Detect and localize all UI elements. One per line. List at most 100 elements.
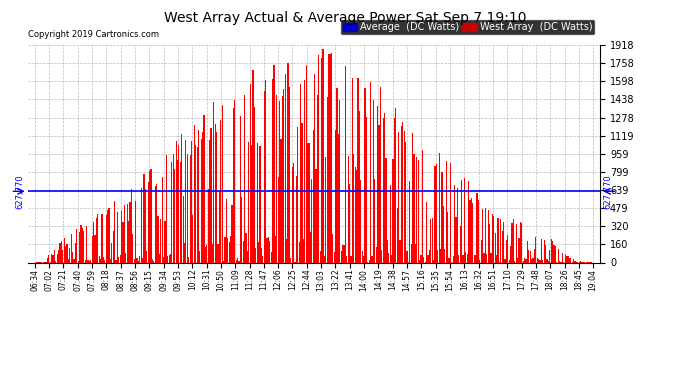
Bar — [219, 190, 220, 262]
Bar — [197, 147, 198, 262]
Bar — [270, 252, 272, 262]
Bar — [422, 150, 423, 262]
Bar — [432, 217, 433, 262]
Bar — [496, 255, 497, 262]
Bar — [580, 261, 581, 262]
Bar — [179, 162, 181, 262]
Bar — [416, 157, 417, 262]
Bar — [159, 254, 160, 262]
Bar — [492, 214, 493, 262]
Bar — [439, 153, 440, 262]
Bar — [237, 258, 238, 262]
Bar — [521, 223, 522, 262]
Bar — [199, 251, 201, 262]
Bar — [198, 130, 199, 262]
Bar — [132, 234, 133, 262]
Bar — [338, 134, 339, 262]
Bar — [506, 240, 507, 262]
Bar — [546, 260, 548, 262]
Bar — [138, 261, 139, 262]
Bar — [360, 180, 362, 262]
Bar — [149, 171, 150, 262]
Bar — [72, 252, 73, 262]
Bar — [259, 146, 261, 262]
Bar — [553, 246, 555, 262]
Bar — [446, 161, 447, 262]
Bar — [290, 258, 291, 262]
Bar — [387, 240, 388, 262]
Bar — [364, 88, 366, 262]
Bar — [398, 132, 400, 262]
Bar — [97, 214, 99, 262]
Bar — [339, 100, 340, 262]
Bar — [221, 105, 223, 262]
Bar — [528, 250, 529, 262]
Bar — [500, 219, 502, 262]
Bar — [334, 252, 335, 262]
Bar — [217, 244, 219, 262]
Bar — [562, 253, 563, 262]
Bar — [167, 256, 168, 262]
Bar — [114, 201, 115, 262]
Bar — [450, 163, 451, 262]
Bar — [314, 74, 315, 262]
Bar — [534, 249, 535, 262]
Bar — [80, 225, 81, 262]
Bar — [489, 224, 490, 262]
Bar — [166, 154, 167, 262]
Bar — [488, 210, 489, 262]
Bar — [164, 221, 166, 262]
Bar — [493, 216, 494, 262]
Bar — [227, 238, 228, 262]
Bar — [204, 114, 205, 262]
Bar — [194, 125, 195, 262]
Bar — [412, 133, 413, 262]
Bar — [52, 255, 54, 262]
Bar — [541, 239, 542, 262]
Bar — [313, 130, 314, 262]
Bar — [277, 177, 279, 262]
Bar — [357, 78, 359, 262]
Bar — [209, 140, 210, 262]
Bar — [148, 182, 149, 262]
Bar — [417, 160, 419, 262]
Bar — [297, 127, 299, 262]
Bar — [468, 181, 469, 262]
Bar — [476, 193, 477, 262]
Bar — [318, 55, 319, 262]
Bar — [286, 239, 287, 262]
Bar — [152, 258, 153, 262]
Bar — [514, 261, 515, 262]
Bar — [518, 238, 520, 262]
Bar — [250, 84, 251, 262]
Bar — [156, 184, 157, 262]
Bar — [569, 258, 570, 262]
Bar — [564, 254, 566, 262]
Bar — [205, 248, 206, 262]
Bar — [469, 200, 471, 262]
Bar — [352, 78, 353, 262]
Bar — [146, 251, 147, 262]
Bar — [241, 197, 242, 262]
Legend: Average  (DC Watts), West Array  (DC Watts): Average (DC Watts), West Array (DC Watts… — [340, 20, 595, 35]
Bar — [348, 156, 349, 262]
Bar — [226, 200, 227, 262]
Bar — [134, 259, 135, 262]
Bar — [83, 231, 84, 262]
Bar — [326, 97, 328, 262]
Bar — [531, 259, 532, 262]
Bar — [51, 254, 52, 262]
Bar — [537, 258, 538, 262]
Bar — [517, 258, 518, 262]
Bar — [119, 255, 121, 262]
Bar — [552, 241, 553, 262]
Bar — [223, 261, 224, 262]
Bar — [188, 257, 189, 262]
Bar — [48, 255, 50, 262]
Bar — [440, 249, 441, 262]
Bar — [317, 94, 318, 262]
Bar — [110, 259, 111, 262]
Bar — [103, 257, 104, 262]
Bar — [268, 237, 269, 262]
Bar — [107, 210, 108, 262]
